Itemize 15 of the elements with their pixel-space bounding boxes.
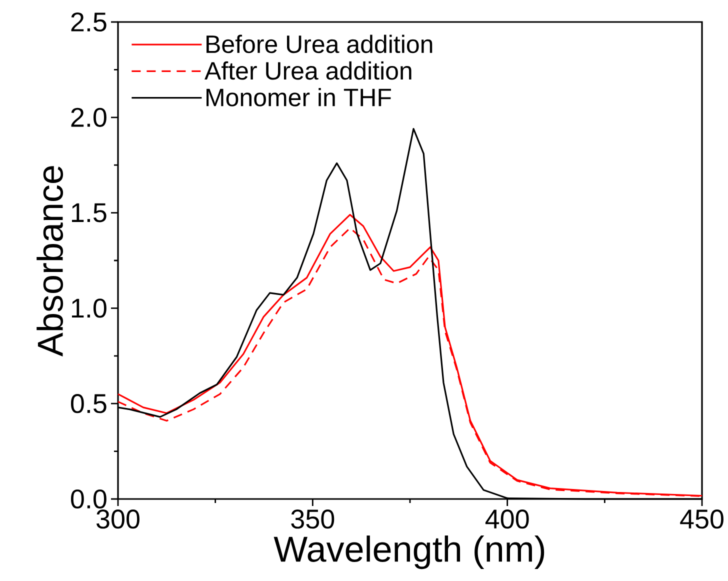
y-tick-label: 0.5 — [70, 394, 106, 414]
x-axis-title: Wavelength (nm) — [274, 536, 544, 570]
x-tick-label: 400 — [485, 510, 529, 529]
y-tick-label: 2.5 — [71, 12, 106, 32]
x-tick-label: 350 — [291, 510, 334, 529]
y-tick-label: 1.5 — [72, 203, 106, 222]
legend-label: Monomer in THF — [206, 88, 391, 106]
x-tick-label: 300 — [96, 510, 140, 529]
legend-label: After Urea addition — [204, 61, 412, 80]
y-axis-title: Absorbance — [36, 166, 64, 356]
y-tick-label: 2.0 — [71, 108, 106, 127]
y-tick-label: 1.0 — [72, 298, 106, 318]
y-tick-label: 0.0 — [70, 489, 106, 509]
x-tick-label: 450 — [680, 510, 724, 529]
legend-label: Before Urea addition — [206, 34, 432, 54]
